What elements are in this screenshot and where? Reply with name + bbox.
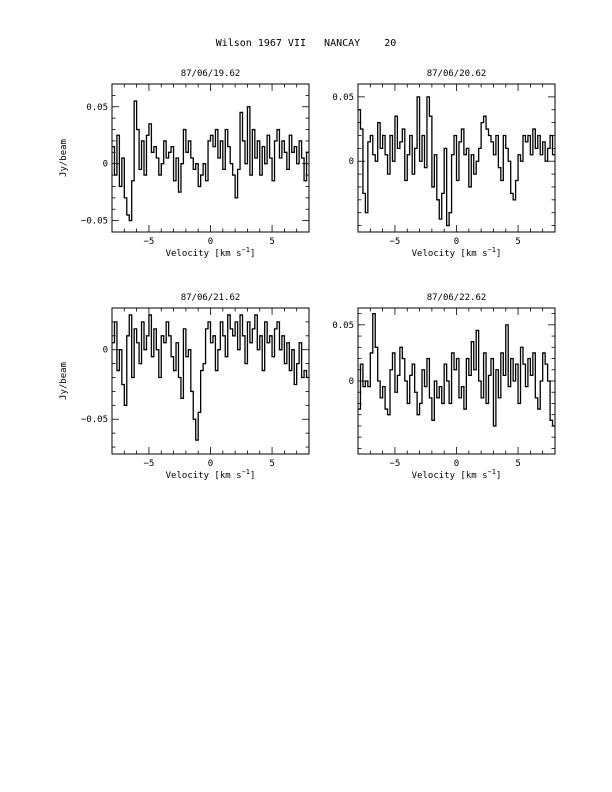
panel-title: 87/06/20.62	[427, 69, 487, 79]
x-tick-label: 0	[208, 459, 213, 469]
spectrum-line	[358, 312, 555, 427]
spectrum-line	[358, 96, 555, 227]
y-tick-label: 0	[103, 346, 108, 356]
x-tick-label: 0	[208, 237, 213, 247]
x-tick-label: 5	[515, 459, 520, 469]
x-tick-label: −5	[390, 459, 401, 469]
y-tick-label: 0.05	[332, 321, 354, 331]
x-tick-label: 0	[454, 237, 459, 247]
spectrum-line	[112, 314, 309, 441]
x-axis-label: Velocity [km s−1]	[412, 246, 502, 259]
spectrum-line	[112, 100, 309, 222]
spectrum-panel-1: −5 0 5 −0.05 0 0.05 87/06/19.62 Velocity [km s−…	[59, 69, 310, 259]
y-tick-label: 0	[349, 157, 354, 167]
x-tick-label: −5	[390, 237, 401, 247]
y-axis-label: Jy/beam	[59, 362, 69, 400]
x-tick-label: 5	[269, 237, 274, 247]
panel-title: 87/06/22.62	[427, 293, 487, 303]
y-tick-label: 0	[349, 377, 354, 387]
page-title: Wilson 1967 VII NANCAY 20	[215, 38, 397, 49]
y-tick-label: −0.05	[81, 217, 108, 227]
x-axis-label: Velocity [km s−1]	[166, 468, 256, 481]
panel-title: 87/06/21.62	[181, 293, 241, 303]
y-axis-label: Jy/beam	[59, 139, 69, 177]
spectrum-panel-3: −5 0 5 −0.05 0 87/06/21.62 Velocity [km s−1] Jy…	[59, 293, 310, 481]
x-tick-label: 5	[515, 237, 520, 247]
x-axis-label: Velocity [km s−1]	[166, 246, 256, 259]
x-tick-label: 0	[454, 459, 459, 469]
y-tick-label: 0.05	[332, 93, 354, 103]
x-tick-label: −5	[144, 459, 155, 469]
x-tick-label: −5	[144, 237, 155, 247]
y-tick-label: 0	[103, 160, 108, 170]
panel-title: 87/06/19.62	[181, 69, 241, 79]
x-tick-label: 5	[269, 459, 274, 469]
y-tick-label: −0.05	[81, 415, 108, 425]
y-tick-label: 0.05	[86, 103, 108, 113]
x-axis-label: Velocity [km s−1]	[412, 468, 502, 481]
spectrum-panel-4: −5 0 5 0 0.05 87/06/22.62 Velocity [km s−1]	[332, 293, 556, 481]
spectrum-panel-2: −5 0 5 0 0.05 87/06/20.62 Velocity [km s−1]	[332, 69, 556, 259]
